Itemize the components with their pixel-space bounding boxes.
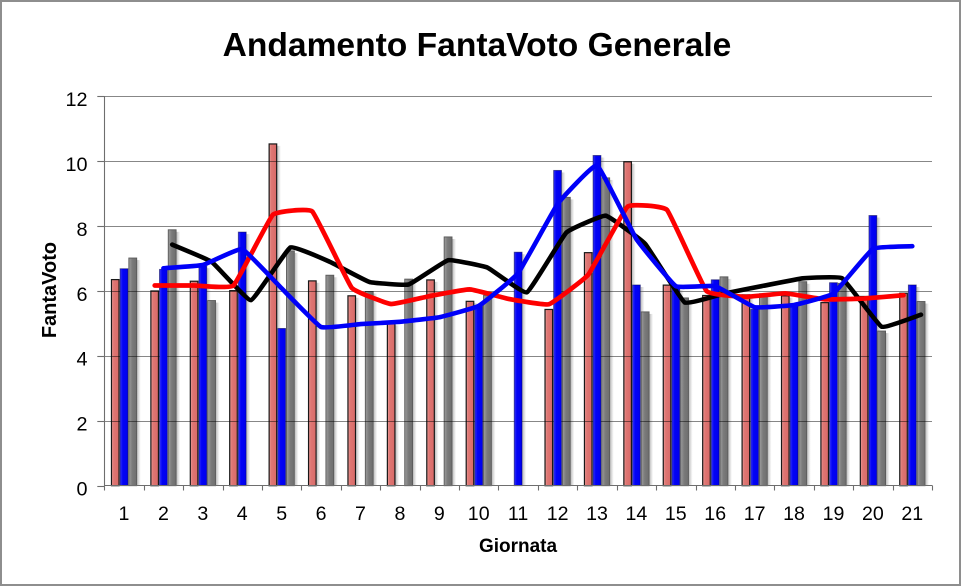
svg-text:10: 10 xyxy=(65,154,87,176)
svg-text:8: 8 xyxy=(76,219,87,241)
svg-text:3: 3 xyxy=(197,503,208,525)
svg-text:13: 13 xyxy=(586,503,608,525)
svg-text:0: 0 xyxy=(76,479,87,501)
svg-text:20: 20 xyxy=(862,503,884,525)
svg-text:2: 2 xyxy=(158,503,169,525)
svg-text:7: 7 xyxy=(355,503,366,525)
svg-text:17: 17 xyxy=(744,503,766,525)
svg-text:FantaVoto: FantaVoto xyxy=(39,242,61,338)
svg-text:5: 5 xyxy=(276,503,287,525)
svg-text:19: 19 xyxy=(823,503,845,525)
svg-text:12: 12 xyxy=(65,89,87,111)
svg-text:14: 14 xyxy=(626,503,648,525)
svg-text:6: 6 xyxy=(316,503,327,525)
svg-text:Giornata: Giornata xyxy=(479,536,558,557)
svg-text:2: 2 xyxy=(76,414,87,436)
svg-text:11: 11 xyxy=(508,503,528,525)
svg-text:6: 6 xyxy=(76,284,87,306)
svg-text:12: 12 xyxy=(547,503,569,525)
svg-text:4: 4 xyxy=(237,503,248,525)
svg-text:18: 18 xyxy=(783,503,805,525)
svg-text:10: 10 xyxy=(468,503,490,525)
svg-text:8: 8 xyxy=(394,503,405,525)
svg-text:Andamento FantaVoto Generale: Andamento FantaVoto Generale xyxy=(223,27,732,64)
svg-text:1: 1 xyxy=(119,503,130,525)
svg-text:9: 9 xyxy=(434,503,445,525)
svg-text:21: 21 xyxy=(901,503,923,525)
svg-text:15: 15 xyxy=(665,503,687,525)
svg-text:16: 16 xyxy=(704,503,726,525)
svg-text:4: 4 xyxy=(76,349,87,371)
